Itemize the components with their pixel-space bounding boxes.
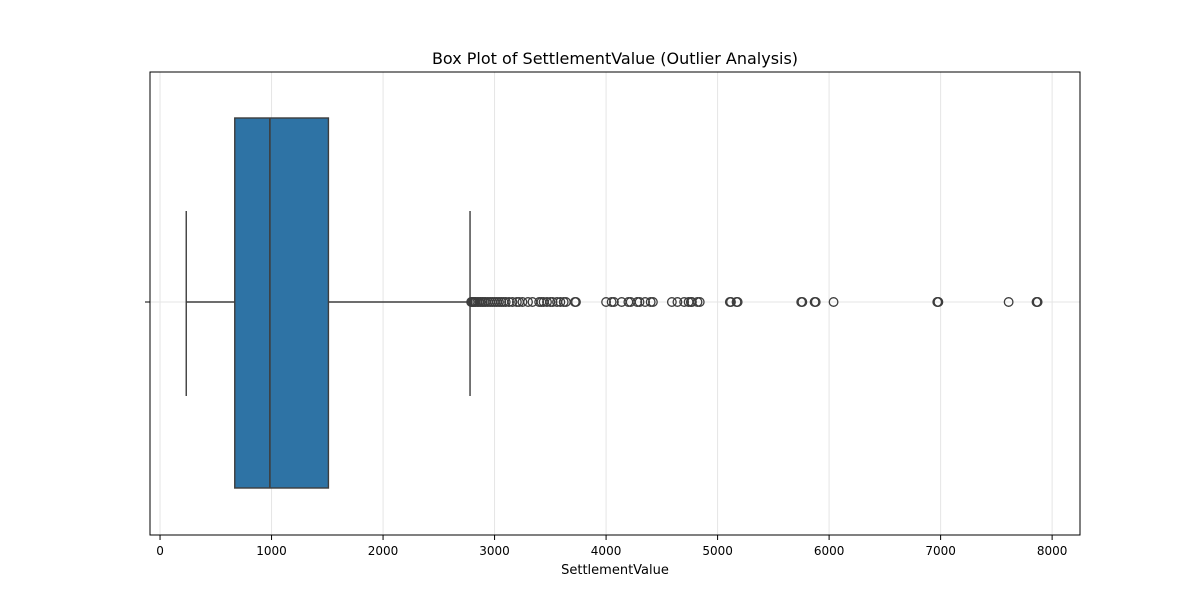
x-tick-label: 7000	[925, 544, 956, 558]
x-axis-ticks: 0 1000 2000 3000 4000 5000 6000 7000 8000	[156, 535, 1067, 558]
outlier-point	[608, 297, 619, 307]
outlier-point	[601, 297, 612, 307]
outlier-point	[507, 297, 518, 307]
outlier-point	[694, 297, 705, 307]
x-tick-label: 5000	[702, 544, 733, 558]
x-tick-label: 8000	[1037, 544, 1068, 558]
outlier-point	[647, 297, 658, 307]
x-tick-label: 1000	[256, 544, 287, 558]
outlier-point	[555, 297, 566, 307]
outlier-point	[810, 297, 821, 307]
outlier-point	[726, 297, 736, 307]
outlier-point	[542, 297, 552, 307]
x-tick-label: 2000	[368, 544, 399, 558]
outlier-point	[547, 297, 558, 307]
outlier-point	[1032, 297, 1043, 307]
x-tick-label: 6000	[814, 544, 845, 558]
outlier-point	[523, 297, 533, 307]
x-tick-label: 0	[156, 544, 164, 558]
chart-title: Box Plot of SettlementValue (Outlier Ana…	[432, 49, 798, 68]
outlier-point	[686, 297, 697, 307]
outlier-point	[571, 297, 581, 307]
outlier-point	[679, 297, 690, 307]
outlier-point	[666, 297, 677, 307]
outlier-point	[933, 297, 944, 307]
x-tick-label: 3000	[479, 544, 510, 558]
plot-frame	[149, 71, 1081, 536]
box-plot	[185, 117, 471, 489]
outlier-point	[797, 297, 808, 307]
outlier-points	[466, 297, 1043, 307]
outlier-point	[672, 297, 683, 307]
outlier-point	[517, 297, 528, 307]
outlier-point	[1003, 297, 1014, 307]
x-axis-label: SettlementValue	[561, 563, 669, 578]
outlier-point	[634, 297, 645, 307]
x-tick-label: 4000	[591, 544, 622, 558]
outlier-point	[500, 297, 511, 307]
outlier-point	[504, 297, 515, 307]
outlier-point	[828, 297, 839, 307]
outlier-point	[732, 297, 743, 307]
outlier-point	[640, 297, 651, 307]
interquartile-box	[234, 117, 330, 489]
